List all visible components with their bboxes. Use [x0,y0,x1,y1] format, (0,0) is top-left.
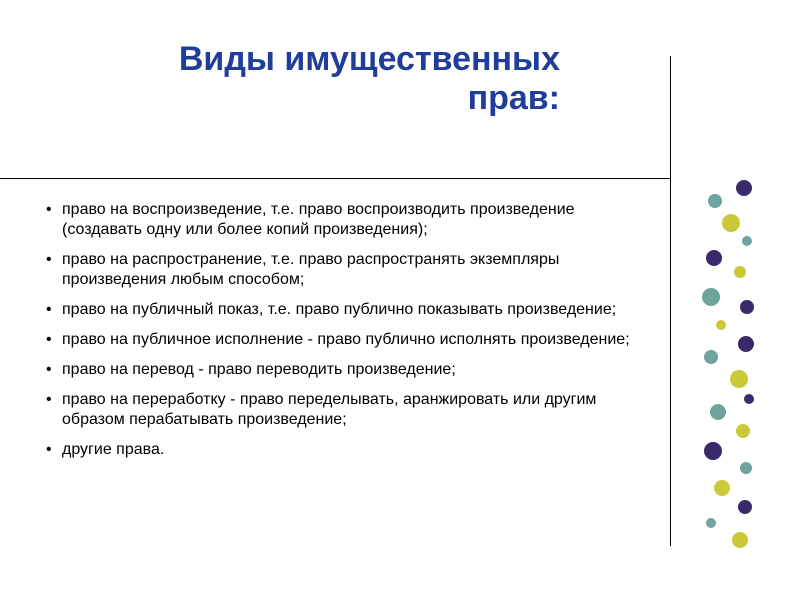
horizontal-divider [0,178,670,179]
decorative-dot [736,424,750,438]
bullet-item: право на переработку - право переделыват… [40,390,640,430]
decorative-dot [708,194,722,208]
decorative-dot [736,180,752,196]
decorative-dot [730,370,748,388]
decorative-dot [706,518,716,528]
bullet-item: другие права. [40,440,640,460]
decorative-dot [710,404,726,420]
decorative-dot [702,288,720,306]
decorative-dot [722,214,740,232]
bullet-item: право на распространение, т.е. право рас… [40,250,640,290]
title-line1: Виды имущественных [179,40,560,78]
slide: Виды имущественных прав: право на воспро… [0,0,800,600]
bullet-item: право на публичный показ, т.е. право пуб… [40,300,640,320]
bullet-item: право на перевод - право переводить прои… [40,360,640,380]
decorative-dot [732,532,748,548]
vertical-divider [670,56,671,546]
decorative-dot [738,336,754,352]
decorative-dot [742,236,752,246]
body-region: право на воспроизведение, т.е. право вос… [40,200,640,470]
decorative-dot [706,250,722,266]
bullet-list: право на воспроизведение, т.е. право вос… [40,200,640,460]
decorative-dot [744,394,754,404]
bullet-item: право на публичное исполнение - право пу… [40,330,640,350]
decorative-dot [704,350,718,364]
decorative-dot [734,266,746,278]
decorative-dot [740,462,752,474]
slide-title: Виды имущественных прав: [60,40,560,118]
decorative-dot [738,500,752,514]
bullet-item: право на воспроизведение, т.е. право вос… [40,200,640,240]
decorative-dot [714,480,730,496]
decorative-dot [704,442,722,460]
decorative-dot [716,320,726,330]
decorative-dot [740,300,754,314]
title-line2: прав: [468,79,560,117]
title-region: Виды имущественных прав: [60,40,560,118]
